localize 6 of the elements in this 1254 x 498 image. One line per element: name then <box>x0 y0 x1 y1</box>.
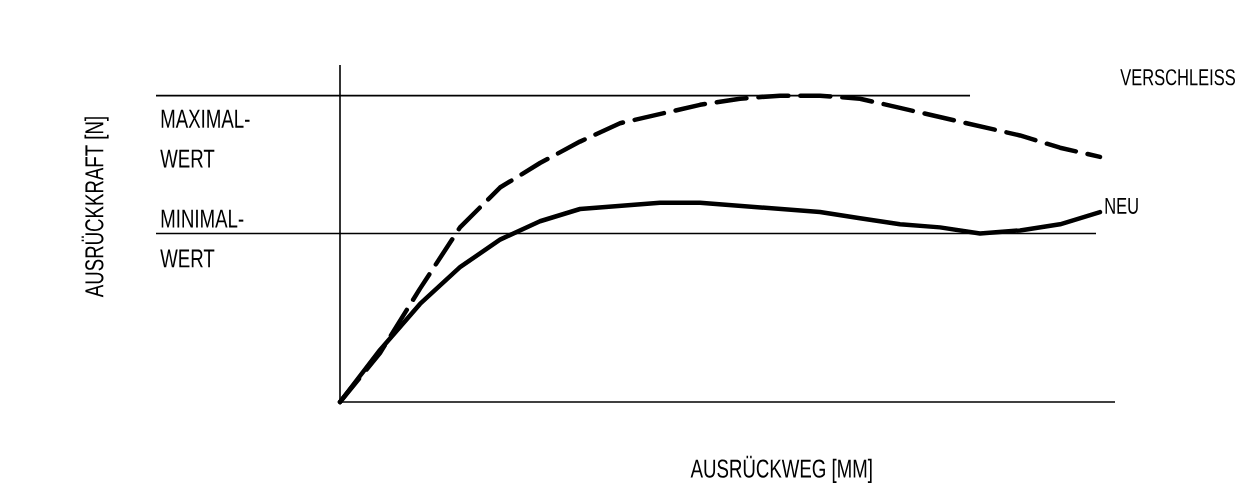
series-label: NEU <box>1105 197 1138 214</box>
x-axis-title: AUSRÜCKWEG [MM] <box>690 455 872 483</box>
ref-line-label: MINIMAL-WERT <box>160 209 244 268</box>
text: VERSCHLEISS <box>1120 69 1235 86</box>
ref-line-label: MAXIMAL-WERT <box>160 109 250 168</box>
text: AUSRÜCKKRAFT [N] <box>81 117 109 298</box>
